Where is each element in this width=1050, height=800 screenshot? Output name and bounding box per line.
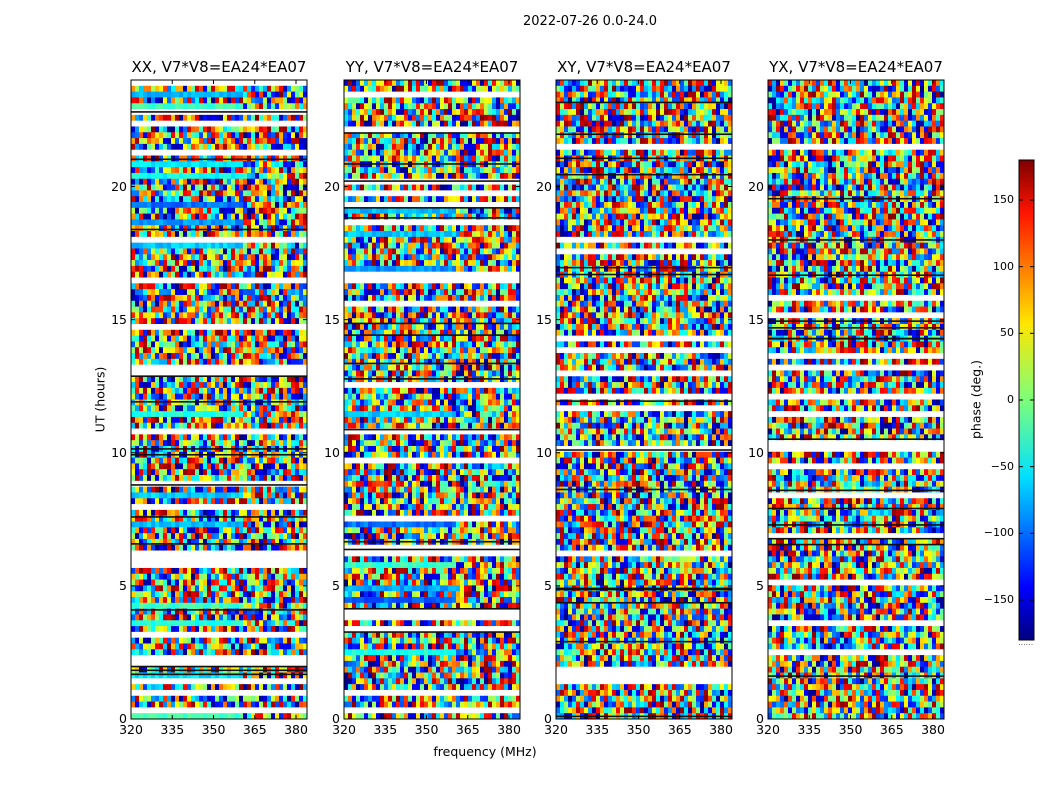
- x-tick-label: 380: [497, 722, 521, 737]
- panel-title-yy: YY, V7*V8=EA24*EA07: [345, 58, 519, 76]
- x-tick-label: 335: [160, 722, 185, 737]
- panel-title-xx: XX, V7*V8=EA24*EA07: [131, 58, 307, 76]
- phase-texture: [344, 80, 521, 720]
- phase-texture: [768, 80, 945, 720]
- y-tick-label: 15: [111, 311, 127, 327]
- y-tick-label: 20: [324, 178, 340, 194]
- x-tick-label: 320: [756, 722, 780, 737]
- panel-frame: [555, 79, 733, 720]
- y-tick-label: 10: [324, 444, 340, 460]
- y-tick-label: 20: [536, 178, 552, 194]
- y-tick-label: 5: [544, 577, 552, 593]
- panel-title-xy: XY, V7*V8=EA24*EA07: [557, 58, 731, 76]
- x-tick-label: 350: [414, 722, 439, 737]
- colorbar-tick-label: −50: [990, 459, 1014, 473]
- y-tick-label: 0: [332, 711, 340, 726]
- y-tick-label: 20: [748, 178, 764, 194]
- y-tick-label: 10: [536, 444, 552, 460]
- y-tick-label: 10: [111, 444, 127, 460]
- colorbar-tick-label: −100: [983, 526, 1014, 540]
- x-tick-label: 350: [201, 722, 226, 737]
- x-tick-label: 365: [667, 722, 692, 737]
- colorbar-tick-label: 0: [1007, 393, 1014, 406]
- colorbar-label: phase (deg.): [968, 360, 984, 439]
- y-tick-label: 0: [119, 711, 127, 726]
- panel-frame: [343, 79, 521, 720]
- panel-yy: [343, 79, 521, 720]
- x-tick-label: 365: [242, 722, 267, 737]
- x-tick-label: 350: [838, 722, 863, 737]
- y-tick-label: 0: [756, 711, 764, 726]
- x-tick-label: 350: [626, 722, 651, 737]
- y-tick-label: 5: [119, 577, 127, 593]
- y-tick-label: 5: [756, 577, 764, 593]
- panel-xy: [555, 79, 733, 720]
- y-tick-label: 0: [544, 711, 552, 726]
- colorbar-tick-label: 100: [993, 259, 1014, 273]
- y-tick-label: 15: [536, 311, 552, 327]
- y-axis-label: UT (hours): [92, 366, 108, 433]
- phase-texture: [131, 80, 308, 720]
- y-tick-label: 15: [748, 311, 764, 327]
- x-tick-label: 380: [284, 722, 308, 737]
- y-tick-label: 15: [324, 311, 340, 327]
- panel-title-yx: YX, V7*V8=EA24*EA07: [769, 58, 943, 76]
- x-tick-label: 335: [373, 722, 398, 737]
- x-tick-label: 320: [544, 722, 568, 737]
- x-tick-label: 365: [455, 722, 480, 737]
- colorbar-tick-label: 50: [1000, 326, 1014, 340]
- panel-xx: [130, 79, 308, 720]
- panel-frame: [130, 79, 308, 720]
- x-tick-label: 335: [585, 722, 610, 737]
- x-axis-label: frequency (MHz): [433, 744, 537, 759]
- x-tick-label: 380: [709, 722, 733, 737]
- y-tick-label: 5: [332, 577, 340, 593]
- x-tick-label: 320: [119, 722, 143, 737]
- x-tick-label: 380: [921, 722, 945, 737]
- y-tick-label: 10: [748, 444, 764, 460]
- x-tick-label: 365: [879, 722, 904, 737]
- phase-texture: [556, 80, 733, 720]
- panel-yx: [767, 79, 945, 720]
- panel-frame: [767, 79, 945, 720]
- x-tick-label: 320: [332, 722, 356, 737]
- colorbar-tick-label: 150: [993, 193, 1014, 206]
- colorbar-tick-label: −150: [983, 593, 1014, 606]
- x-tick-label: 335: [797, 722, 822, 737]
- y-tick-label: 20: [111, 178, 127, 194]
- colorbar-under-label: ......: [1018, 638, 1034, 647]
- figure-title: 2022-07-26 0.0-24.0: [523, 14, 657, 29]
